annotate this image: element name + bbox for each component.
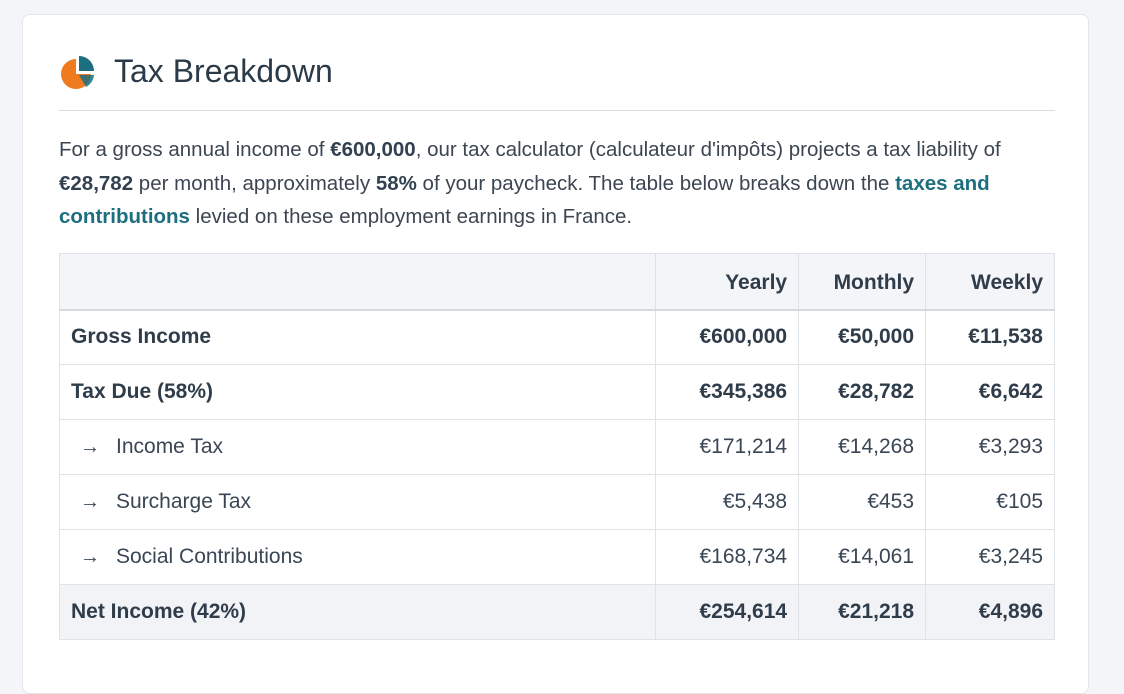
weekly-value: €4,896: [925, 584, 1055, 640]
weekly-value: €3,293: [925, 419, 1055, 475]
header-label-cell: [58, 253, 657, 311]
row-label: Surcharge Tax: [116, 490, 252, 513]
monthly-value: €21,218: [798, 584, 927, 640]
taxes-contributions-link[interactable]: taxes and contributions: [59, 171, 990, 229]
yearly-value: €254,614: [655, 584, 800, 640]
table-row-income-tax: → Income Tax €171,214 €14,268 €3,293: [58, 419, 1055, 475]
tax-breakdown-table: Yearly Monthly Weekly Gross Income €600,…: [58, 253, 1055, 640]
gross-income-value: €600,000: [330, 138, 416, 161]
intro-text-1: For a gross annual income of: [59, 138, 331, 161]
row-label: Income Tax: [116, 435, 223, 458]
tax-breakdown-card: Tax Breakdown For a gross annual income …: [22, 14, 1089, 694]
monthly-value: €50,000: [798, 309, 927, 365]
card-header: Tax Breakdown: [59, 51, 1055, 111]
arrow-right-icon: →: [80, 436, 100, 458]
intro-text-3: per month, approximately: [133, 171, 376, 195]
page-title: Tax Breakdown: [114, 53, 333, 89]
arrow-right-icon: →: [80, 491, 100, 513]
table-row-net-income: Net Income (42%) €254,614 €21,218 €4,896: [58, 584, 1055, 640]
weekly-value: €105: [925, 474, 1055, 530]
pie-chart-icon: [61, 56, 94, 89]
table-row-social-contributions: → Social Contributions €168,734 €14,061 €…: [58, 529, 1055, 585]
yearly-value: €600,000: [655, 309, 800, 365]
yearly-value: €345,386: [655, 364, 800, 420]
intro-paragraph: For a gross annual income of €600,000, o…: [59, 133, 1055, 234]
header-weekly: Weekly: [925, 253, 1055, 311]
row-label-cell: → Surcharge Tax: [58, 474, 657, 530]
monthly-value: €453: [798, 474, 927, 530]
monthly-value: €28,782: [798, 364, 927, 420]
weekly-value: €6,642: [925, 364, 1055, 420]
table-row-surcharge-tax: → Surcharge Tax €5,438 €453 €105: [58, 474, 1055, 530]
row-label-cell: → Social Contributions: [58, 529, 657, 585]
tax-rate-value: 58%: [375, 171, 417, 195]
yearly-value: €171,214: [655, 419, 800, 475]
row-label-cell: → Income Tax: [58, 419, 657, 475]
monthly-value: €14,061: [798, 529, 927, 585]
yearly-value: €5,438: [655, 474, 800, 530]
row-label: Social Contributions: [116, 545, 303, 568]
yearly-value: €168,734: [655, 529, 800, 585]
weekly-value: €11,538: [925, 309, 1055, 365]
intro-text-4: of your paycheck. The table below breaks…: [416, 171, 896, 195]
arrow-right-icon: →: [80, 546, 100, 568]
row-label: Net Income (42%): [58, 584, 657, 640]
header-yearly: Yearly: [655, 253, 800, 311]
row-label: Gross Income: [58, 309, 657, 365]
monthly-tax-value: €28,782: [59, 171, 134, 195]
weekly-value: €3,245: [925, 529, 1055, 585]
table-row-tax-due: Tax Due (58%) €345,386 €28,782 €6,642: [58, 364, 1055, 420]
table-row-gross-income: Gross Income €600,000 €50,000 €11,538: [58, 309, 1055, 365]
table-header-row: Yearly Monthly Weekly: [58, 253, 1055, 311]
monthly-value: €14,268: [798, 419, 927, 475]
intro-text-5: levied on these employment earnings in F…: [189, 205, 633, 228]
intro-text-2: , our tax calculator (calculateur d'impô…: [415, 138, 1001, 161]
header-monthly: Monthly: [798, 253, 927, 311]
row-label: Tax Due (58%): [58, 364, 657, 420]
